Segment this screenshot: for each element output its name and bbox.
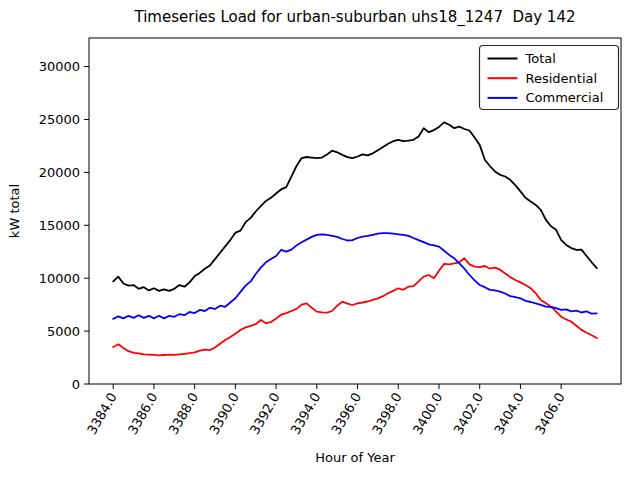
x-tick-label: 3388.0 <box>166 390 202 437</box>
x-tick-label: 3394.0 <box>288 390 324 437</box>
y-tick-label: 30000 <box>39 59 80 74</box>
y-tick-label: 15000 <box>39 218 80 233</box>
x-axis-label: Hour of Year <box>315 450 395 465</box>
chart-title: Timeseries Load for urban-suburban uhs18… <box>134 8 576 27</box>
legend: Total Residential Commercial <box>480 46 619 110</box>
y-tick-label: 25000 <box>39 112 80 127</box>
x-tick-label: 3406.0 <box>532 390 568 437</box>
x-tick-label: 3392.0 <box>247 390 283 437</box>
x-tick-label: 3390.0 <box>206 390 242 437</box>
timeseries-load-chart: Timeseries Load for urban-suburban uhs18… <box>0 0 640 480</box>
y-axis-ticks: 0 5000 10000 15000 20000 25000 30000 <box>39 59 89 391</box>
series-lines <box>113 122 597 355</box>
x-tick-label: 3396.0 <box>328 390 364 437</box>
series-line-total <box>113 122 597 291</box>
x-tick-label: 3386.0 <box>125 390 161 437</box>
series-line-residential <box>113 258 597 355</box>
y-tick-label: 10000 <box>39 271 80 286</box>
legend-label-total: Total <box>525 51 556 66</box>
y-tick-label: 0 <box>72 377 80 392</box>
x-tick-label: 3398.0 <box>369 390 405 437</box>
y-tick-label: 5000 <box>47 324 80 339</box>
legend-label-residential: Residential <box>526 71 598 86</box>
x-tick-label: 3404.0 <box>491 390 527 437</box>
legend-label-commercial: Commercial <box>526 90 604 105</box>
x-tick-label: 3400.0 <box>410 390 446 437</box>
figure: Timeseries Load for urban-suburban uhs18… <box>0 0 640 480</box>
x-tick-label: 3402.0 <box>451 390 487 437</box>
x-tick-label: 3384.0 <box>84 390 120 437</box>
x-axis-ticks: 3384.03386.03388.03390.03392.03394.03396… <box>84 384 568 437</box>
y-tick-label: 20000 <box>39 165 80 180</box>
series-line-commercial <box>113 233 597 319</box>
y-axis-label: kW total <box>7 184 22 238</box>
